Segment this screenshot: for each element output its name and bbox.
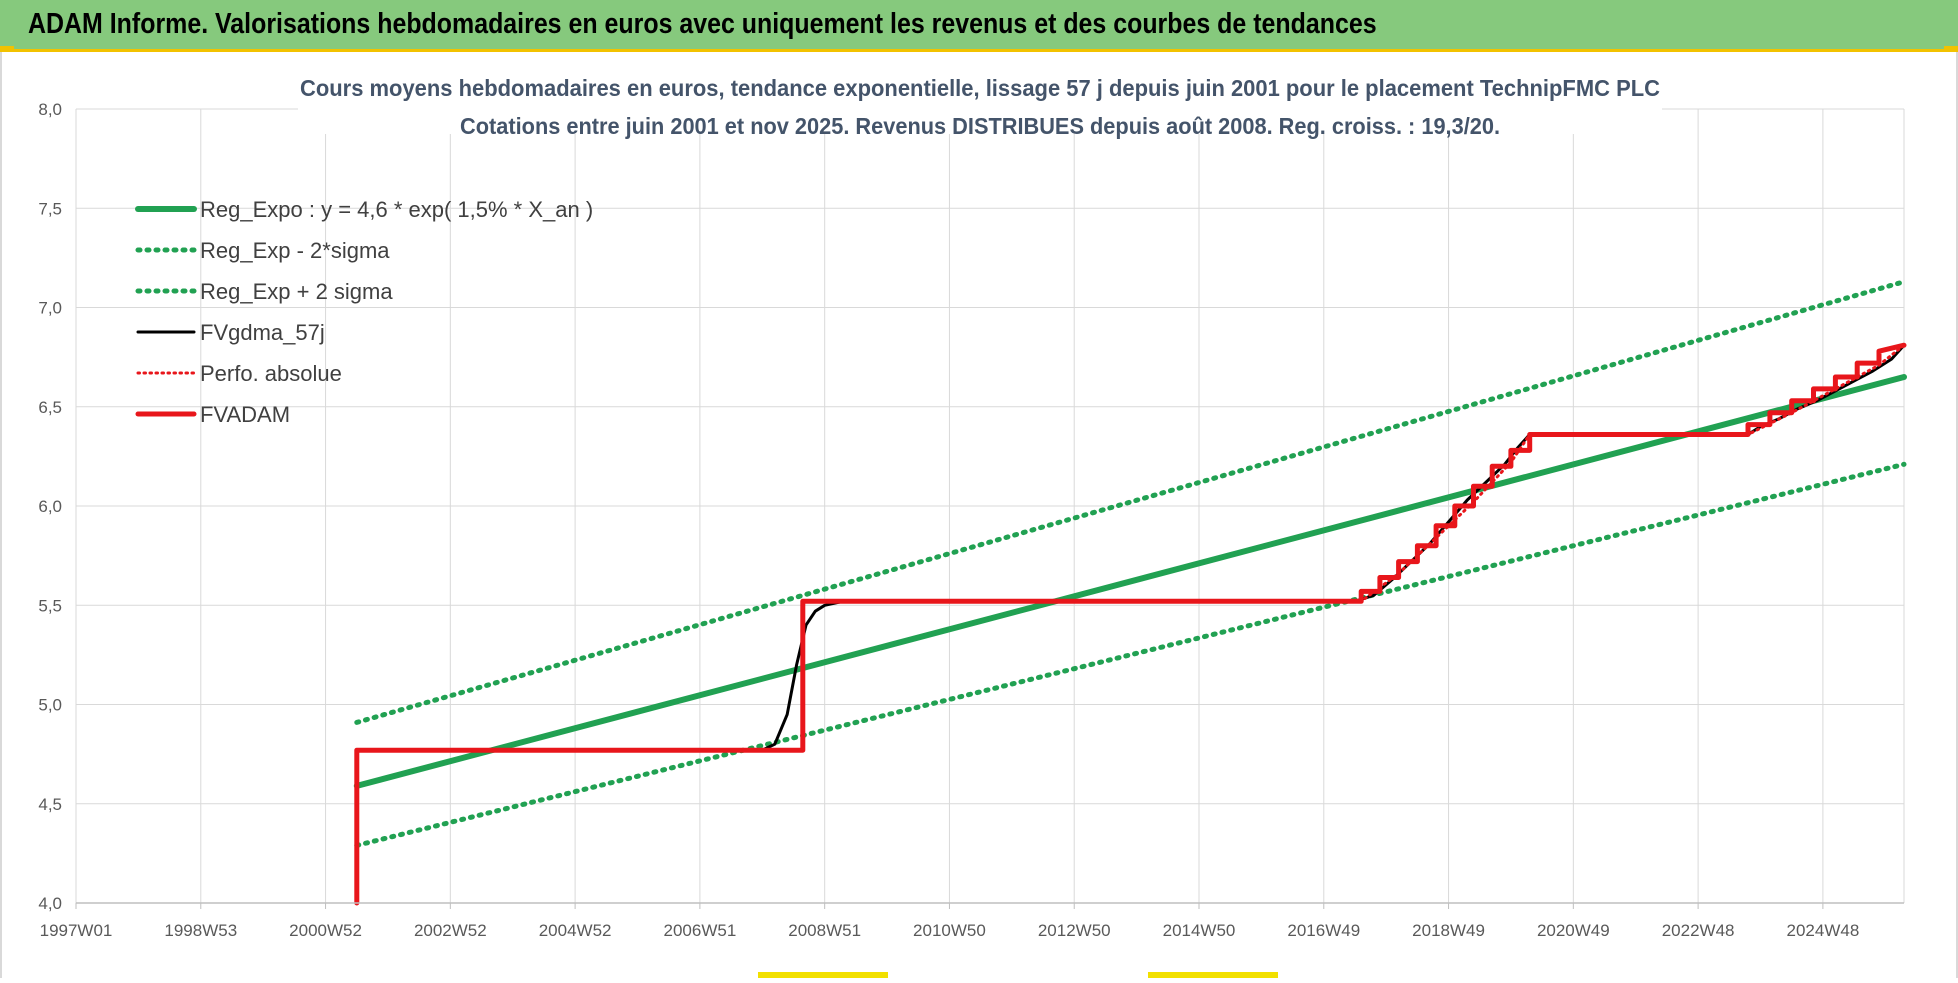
- x-tick-label: 2014W50: [1163, 921, 1236, 940]
- series-line-0: [353, 374, 1907, 789]
- series-line-5: [354, 342, 1907, 906]
- x-tick-label: 2000W52: [289, 921, 362, 940]
- series-layer: [353, 279, 1907, 906]
- header-corner-left: [0, 46, 14, 52]
- legend-label-5: FVADAM: [200, 402, 290, 427]
- y-tick-label: 4,5: [38, 795, 62, 814]
- x-tick-label: 2008W51: [788, 921, 861, 940]
- y-tick-label: 5,0: [38, 696, 62, 715]
- chart-svg: 4,0 4,5 5,0 5,5 6,0 6,5 7,0 7,5 8,0 1997W01 1998W5…: [38, 62, 1907, 940]
- x-tick-label: 1998W53: [164, 921, 237, 940]
- x-tick-label: 2002W52: [414, 921, 487, 940]
- legend-label-3: FVgdma_57j: [200, 320, 325, 345]
- title-layer: Cours moyens hebdomadaires en euros, ten…: [298, 62, 1662, 139]
- axis-layer: 4,0 4,5 5,0 5,5 6,0 6,5 7,0 7,5 8,0 1997W01 1998W5…: [38, 100, 1904, 940]
- y-tick-label: 7,5: [38, 199, 62, 218]
- chart-title: Cours moyens hebdomadaires en euros, ten…: [300, 75, 1660, 101]
- y-tick-label: 8,0: [38, 100, 62, 119]
- y-tick-label: 6,0: [38, 497, 62, 516]
- header-bar: ADAM Informe. Valorisations hebdomadaire…: [0, 0, 1958, 52]
- x-tick-label: 2022W48: [1662, 921, 1735, 940]
- x-tick-label: 2016W49: [1287, 921, 1360, 940]
- series-line-3: [355, 343, 1906, 752]
- grid-layer: [75, 108, 1905, 904]
- legend-label-2: Reg_Exp + 2 sigma: [200, 279, 393, 304]
- x-tick-label: 2012W50: [1038, 921, 1111, 940]
- x-tick-label: 2020W49: [1537, 921, 1610, 940]
- y-tick-label: 7,0: [38, 299, 62, 318]
- chart-title-background: [298, 62, 1662, 134]
- legend-label-4: Perfo. absolue: [200, 361, 342, 386]
- y-tick-label: 4,0: [38, 894, 62, 913]
- x-tick-label: 2024W48: [1787, 921, 1860, 940]
- chart-subtitle: Cotations entre juin 2001 et nov 2025. R…: [460, 113, 1500, 139]
- y-tick-label: 6,5: [38, 398, 62, 417]
- legend-label-1: Reg_Exp - 2*sigma: [200, 238, 390, 263]
- series-line-4: [355, 343, 1906, 752]
- legend-label-0: Reg_Expo : y = 4,6 * exp( 1,5% * X_an ): [200, 197, 593, 222]
- bottom-mark-left: [758, 972, 888, 978]
- x-tick-label: 2006W51: [664, 921, 737, 940]
- x-tick-label: 2004W52: [539, 921, 612, 940]
- bottom-mark-right: [1148, 972, 1278, 978]
- chart-area: 4,0 4,5 5,0 5,5 6,0 6,5 7,0 7,5 8,0 1997W01 1998W5…: [0, 52, 1958, 978]
- x-tick-label: 2018W49: [1412, 921, 1485, 940]
- header-corner-right: [1944, 46, 1958, 52]
- x-tick-label: 2010W50: [913, 921, 986, 940]
- x-tick-label: 1997W01: [40, 921, 113, 940]
- series-line-2: [354, 279, 1907, 725]
- page-title: ADAM Informe. Valorisations hebdomadaire…: [28, 8, 1377, 40]
- y-tick-label: 5,5: [38, 596, 62, 615]
- legend: Reg_Expo : y = 4,6 * exp( 1,5% * X_an ) R…: [135, 197, 593, 427]
